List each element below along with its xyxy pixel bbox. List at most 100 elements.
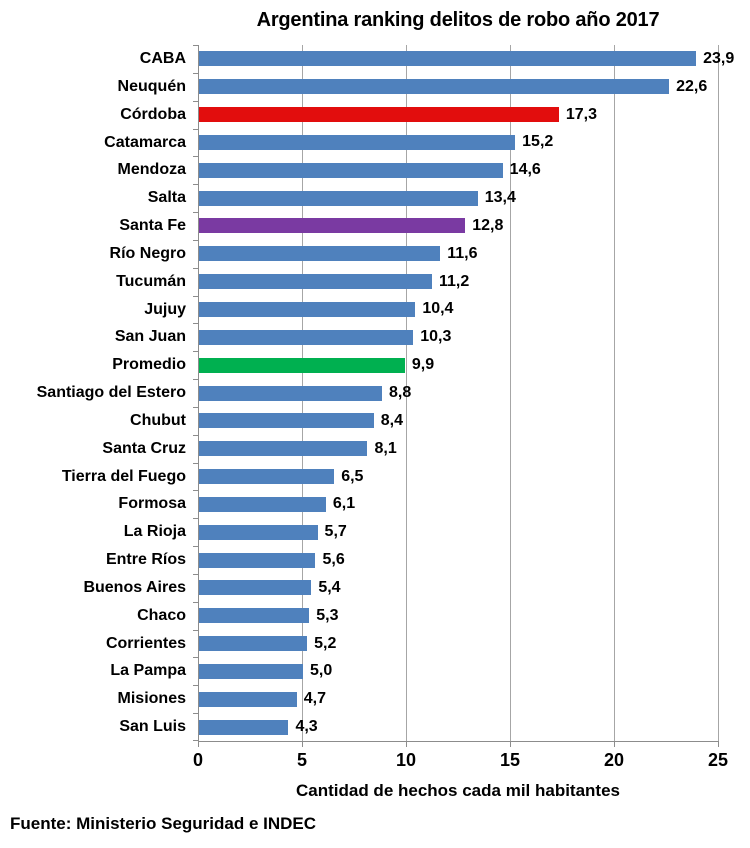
value-label: 4,7 <box>303 690 326 708</box>
y-axis-tick <box>193 462 199 464</box>
value-label: 6,5 <box>341 467 364 485</box>
bar-san-juan <box>199 329 414 345</box>
value-label: 5,3 <box>316 606 339 624</box>
source-note: Fuente: Ministerio Seguridad e INDEC <box>10 814 317 833</box>
bar-tucumán <box>199 274 432 290</box>
category-label: Salta <box>147 189 186 207</box>
category-label: Chubut <box>130 411 186 429</box>
value-label: 14,6 <box>509 161 541 179</box>
bar-tierra-del-fuego <box>199 469 335 485</box>
bar-río-negro <box>199 246 441 262</box>
bar-caba <box>199 51 697 67</box>
value-label: 8,4 <box>380 411 403 429</box>
x-axis-tick <box>510 741 511 747</box>
value-label: 13,4 <box>484 189 516 207</box>
category-label: Entre Ríos <box>105 551 186 569</box>
value-label: 9,9 <box>411 356 435 374</box>
value-label: 10,3 <box>420 328 452 346</box>
gridline <box>614 45 615 741</box>
y-axis-tick <box>193 45 199 46</box>
value-label: 8,1 <box>374 439 397 457</box>
category-label: La Rioja <box>123 523 186 541</box>
bar-entre-ríos <box>199 552 316 568</box>
bar-jujuy <box>199 301 416 317</box>
category-label: Mendoza <box>117 161 186 179</box>
category-label: Corrientes <box>105 634 186 652</box>
x-axis-title: Cantidad de hechos cada mil habitantes <box>295 781 621 800</box>
value-label: 5,0 <box>310 662 333 680</box>
y-axis-tick <box>193 601 199 603</box>
x-tick-label: 25 <box>707 750 729 770</box>
bar-la-pampa <box>199 663 303 679</box>
bar-córdoba <box>199 107 559 123</box>
value-label: 5,6 <box>322 551 345 569</box>
y-axis-tick <box>193 573 199 575</box>
category-label: CABA <box>139 50 186 67</box>
category-label: Promedio <box>112 356 186 374</box>
y-axis-tick <box>193 212 199 214</box>
category-label: Buenos Aires <box>83 578 186 596</box>
category-label: Chaco <box>137 606 186 624</box>
y-axis-tick <box>193 518 199 520</box>
y-axis-tick <box>193 685 199 687</box>
plot-area: 23,9 22,6 17,3 15,2 14,6 13,4 12,8 11,6 11,2 10,4… <box>193 45 734 747</box>
category-label: Jujuy <box>144 300 186 318</box>
y-axis-tick <box>193 184 199 186</box>
y-axis-tick <box>193 128 199 130</box>
value-label: 4,3 <box>295 718 318 736</box>
value-label: 11,6 <box>447 244 478 262</box>
bar-misiones <box>199 691 297 707</box>
category-label: La Pampa <box>110 662 186 680</box>
value-label: 17,3 <box>565 105 597 123</box>
category-label: San Luis <box>119 718 186 736</box>
category-label: Santiago del Estero <box>36 384 186 402</box>
y-axis-tick <box>193 100 199 102</box>
y-axis-tick <box>193 379 199 381</box>
bar-chaco <box>199 608 310 624</box>
x-axis-tick <box>718 741 719 747</box>
category-label: Neuquén <box>117 77 186 95</box>
bar-santiago-del-estero <box>199 385 383 401</box>
y-axis-tick <box>193 156 199 158</box>
value-label: 5,2 <box>314 634 337 652</box>
x-tick-label: 0 <box>192 750 204 770</box>
y-axis-tick <box>193 406 199 408</box>
value-label: 23,9 <box>703 49 735 67</box>
chart-title: Argentina ranking delitos de robo año 20… <box>256 9 660 31</box>
y-axis-tick <box>193 490 199 492</box>
y-axis-tick <box>193 434 199 436</box>
y-axis-tick <box>193 295 199 297</box>
y-axis-tick <box>193 72 199 74</box>
bar-santa-fe <box>199 218 466 234</box>
bar-corrientes <box>199 636 308 652</box>
value-label: 12,8 <box>472 216 504 234</box>
x-axis-tick <box>614 741 615 747</box>
category-label: San Juan <box>114 328 186 346</box>
category-label: Tierra del Fuego <box>61 467 186 485</box>
bar-mendoza <box>199 162 503 178</box>
value-label: 5,4 <box>318 578 341 596</box>
value-label: 15,2 <box>522 133 554 151</box>
gridline <box>406 45 407 741</box>
x-axis-tick <box>406 741 407 747</box>
category-label: Misiones <box>117 690 186 708</box>
x-axis-tick-labels: 0 5 10 15 20 25 <box>193 750 728 772</box>
bar-buenos-aires <box>199 580 312 596</box>
category-label: Santa Fe <box>119 217 186 235</box>
gridline <box>718 45 719 741</box>
x-tick-label: 15 <box>499 750 521 770</box>
x-tick-label: 20 <box>603 750 625 770</box>
bar-formosa <box>199 496 326 512</box>
y-axis-tick <box>193 351 199 353</box>
x-tick-label: 5 <box>296 750 308 770</box>
category-label: Río Negro <box>109 244 186 262</box>
y-axis-tick <box>193 323 199 325</box>
bar-santa-cruz <box>199 441 368 457</box>
category-label: Catamarca <box>104 133 186 151</box>
value-label: 6,1 <box>332 495 356 513</box>
y-axis-tick <box>193 657 199 659</box>
y-axis-tick <box>193 267 199 269</box>
category-label: Santa Cruz <box>102 439 186 457</box>
bar-catamarca <box>199 134 516 150</box>
